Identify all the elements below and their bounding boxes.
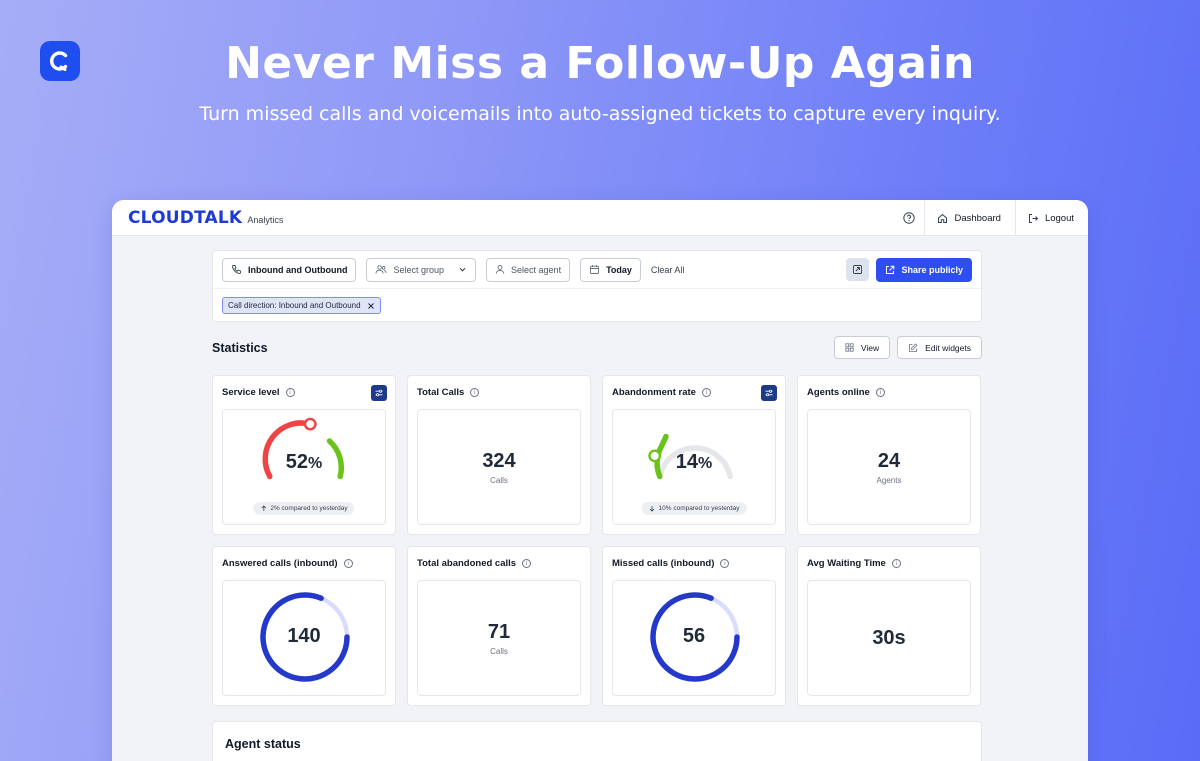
missed-calls-ring xyxy=(650,592,740,682)
missed-calls-widget: Missed calls (inbound) i 56 xyxy=(602,546,786,706)
info-icon[interactable]: i xyxy=(470,388,480,397)
logout-icon xyxy=(1028,213,1039,223)
users-icon xyxy=(376,265,387,274)
analytics-app: CLOUDTALK Analytics Dashboard xyxy=(112,200,1088,761)
view-label: View xyxy=(860,342,880,353)
gauge-container: 52% 2% compared to yesterday xyxy=(222,409,386,525)
home-icon xyxy=(938,213,948,223)
edit-widgets-label: Edit widgets xyxy=(925,342,971,353)
info-icon[interactable]: i xyxy=(720,559,730,568)
widget-title: Service level xyxy=(222,387,280,398)
service-level-gauge xyxy=(262,417,345,480)
logout-link[interactable]: Logout xyxy=(1014,200,1088,236)
logout-label: Logout xyxy=(1044,212,1074,224)
total-calls-unit: Calls xyxy=(490,476,508,485)
widget-title: Total Calls xyxy=(417,387,465,398)
cloudtalk-logo xyxy=(40,41,80,81)
view-button[interactable]: View xyxy=(833,336,891,359)
widget-title: Avg Waiting Time xyxy=(807,558,886,569)
phone-icon xyxy=(232,265,241,274)
agent-status-panel: Agent status xyxy=(212,721,982,761)
total-calls-widget: Total Calls i 324 Calls xyxy=(407,375,591,535)
date-filter[interactable]: Today xyxy=(580,257,641,282)
abandonment-gauge xyxy=(648,433,733,480)
agent-select[interactable]: Select agent xyxy=(486,257,571,282)
compare-badge: 2% compared to yesterday xyxy=(253,502,355,515)
top-bar: CLOUDTALK Analytics Dashboard xyxy=(112,200,1088,236)
edit-widgets-button[interactable]: Edit widgets xyxy=(897,336,982,359)
answered-calls-widget: Answered calls (inbound) i 140 xyxy=(212,546,396,706)
agent-placeholder: Select agent xyxy=(511,264,562,275)
brand-logo[interactable]: CLOUDTALK xyxy=(128,207,243,228)
ring-container: 56 xyxy=(612,580,776,696)
agents-online-unit: Agents xyxy=(876,476,902,485)
chip-label: Call direction: Inbound and Outbound xyxy=(228,301,361,310)
widget-title: Answered calls (inbound) xyxy=(222,558,338,569)
chevron-down-icon xyxy=(459,267,466,272)
dashboard-link[interactable]: Dashboard xyxy=(924,200,1014,236)
share-publicly-button[interactable]: Share publicly xyxy=(876,257,972,282)
export-icon xyxy=(853,265,863,274)
widget-settings-button[interactable] xyxy=(371,385,387,401)
answered-calls-value: 140 xyxy=(287,625,321,647)
widget-title: Agents online xyxy=(807,387,870,398)
widget-title: Abandonment rate xyxy=(612,387,696,398)
info-icon[interactable]: i xyxy=(875,388,885,397)
abandonment-rate-widget: Abandonment rate i 14% 10% co xyxy=(602,375,786,535)
sliders-icon xyxy=(375,389,383,397)
compare-badge: 10% compared to yesterday xyxy=(641,502,747,515)
ring-container: 140 xyxy=(222,580,386,696)
total-abandoned-unit: Calls xyxy=(490,647,508,656)
brand-subtitle: Analytics xyxy=(247,214,284,225)
group-select[interactable]: Select group xyxy=(366,257,477,282)
hero-subtitle: Turn missed calls and voicemails into au… xyxy=(199,103,1001,125)
total-abandoned-widget: Total abandoned calls i 71 Calls xyxy=(407,546,591,706)
hero-title: Never Miss a Follow-Up Again xyxy=(225,38,975,89)
info-icon[interactable]: i xyxy=(343,559,353,568)
help-button[interactable] xyxy=(894,200,924,236)
help-icon xyxy=(903,212,916,224)
avg-waiting-widget: Avg Waiting Time i 30s xyxy=(797,546,981,706)
arrow-up-icon xyxy=(261,505,267,511)
total-calls-value: 324 xyxy=(482,450,516,472)
active-filter-chip: Call direction: Inbound and Outbound xyxy=(222,297,381,314)
arrow-down-icon xyxy=(649,506,655,512)
call-direction-filter[interactable]: Inbound and Outbound xyxy=(222,257,357,282)
abandonment-value: 14% xyxy=(675,451,713,473)
info-icon[interactable]: i xyxy=(701,388,711,397)
answered-calls-ring xyxy=(260,592,350,682)
statistics-title: Statistics xyxy=(212,341,268,355)
grid-icon xyxy=(845,343,854,352)
logo-c-icon xyxy=(50,51,68,71)
filters-panel: Inbound and Outbound Select group xyxy=(212,250,982,322)
dashboard-label: Dashboard xyxy=(954,212,1001,224)
avg-waiting-value: 30s xyxy=(872,627,906,649)
agents-online-value: 24 xyxy=(877,450,901,472)
agents-online-widget: Agents online i 24 Agents xyxy=(797,375,981,535)
info-icon[interactable]: i xyxy=(522,559,532,568)
calendar-icon xyxy=(590,265,600,274)
group-placeholder: Select group xyxy=(393,264,445,275)
total-abandoned-value: 71 xyxy=(487,621,511,643)
call-direction-value: Inbound and Outbound xyxy=(248,264,348,275)
agent-status-title: Agent status xyxy=(225,737,301,751)
clear-all-button[interactable]: Clear All xyxy=(650,264,685,275)
widget-title: Missed calls (inbound) xyxy=(612,558,715,569)
export-button[interactable] xyxy=(846,258,870,281)
external-link-icon xyxy=(886,265,895,274)
share-label: Share publicly xyxy=(901,264,963,275)
info-icon[interactable]: i xyxy=(285,388,295,397)
close-icon[interactable] xyxy=(367,302,375,310)
service-level-widget: Service level i 52% 2% compared to yes xyxy=(212,375,396,535)
gauge-container: 14% 10% compared to yesterday xyxy=(612,409,776,525)
widget-title: Total abandoned calls xyxy=(417,558,517,569)
sliders-icon xyxy=(765,389,773,397)
info-icon[interactable]: i xyxy=(891,559,901,568)
widget-settings-button[interactable] xyxy=(761,385,777,401)
missed-calls-value: 56 xyxy=(682,625,706,647)
service-level-value: 52% xyxy=(285,451,323,473)
date-value: Today xyxy=(606,264,632,275)
edit-icon xyxy=(909,342,918,352)
user-icon xyxy=(495,265,505,274)
